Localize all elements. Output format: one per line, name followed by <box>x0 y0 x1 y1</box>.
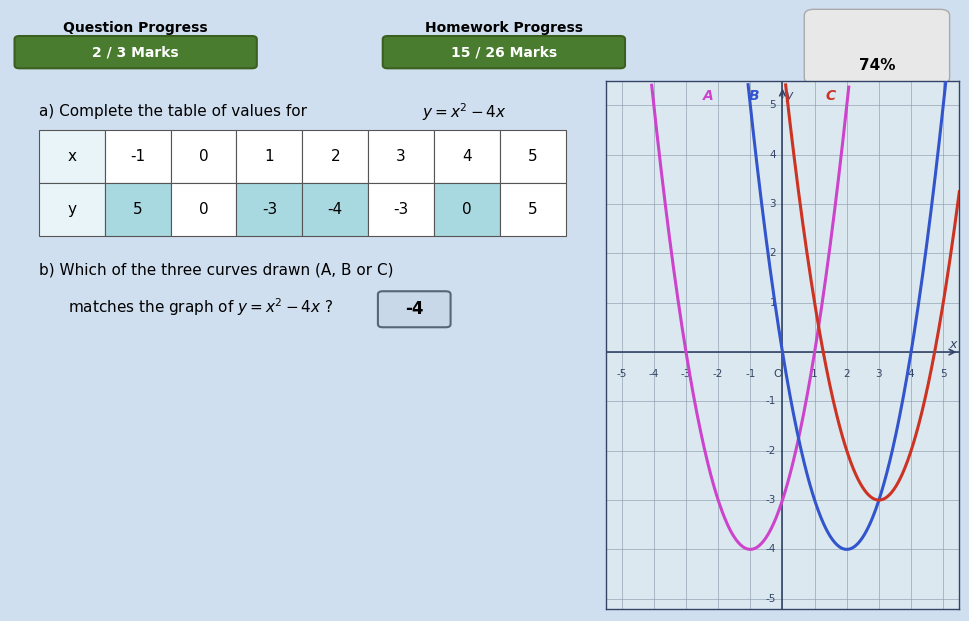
Bar <box>302 130 368 183</box>
Text: 3: 3 <box>876 369 882 379</box>
Text: x: x <box>67 149 77 165</box>
Bar <box>171 183 236 236</box>
Text: $y = x^2 - 4x$: $y = x^2 - 4x$ <box>422 101 506 122</box>
Text: -3: -3 <box>766 495 776 505</box>
Text: Question Progress: Question Progress <box>63 21 208 35</box>
Bar <box>368 130 434 183</box>
Text: y: y <box>67 202 77 217</box>
Bar <box>105 183 171 236</box>
Text: A: A <box>703 89 714 104</box>
Text: y: y <box>785 89 793 102</box>
FancyBboxPatch shape <box>15 36 257 68</box>
Bar <box>236 183 302 236</box>
FancyBboxPatch shape <box>378 291 451 327</box>
Bar <box>236 130 302 183</box>
Text: 0: 0 <box>199 149 208 165</box>
FancyBboxPatch shape <box>804 9 950 84</box>
Bar <box>105 130 171 183</box>
FancyBboxPatch shape <box>383 36 625 68</box>
Text: -1: -1 <box>130 149 145 165</box>
Text: -3: -3 <box>393 202 409 217</box>
Bar <box>434 183 500 236</box>
Bar <box>171 130 236 183</box>
Text: Homework Progress: Homework Progress <box>424 21 583 35</box>
Text: -1: -1 <box>766 396 776 406</box>
Text: -4: -4 <box>648 369 659 379</box>
Bar <box>368 183 434 236</box>
Text: a) Complete the table of values for: a) Complete the table of values for <box>39 104 312 119</box>
Text: -2: -2 <box>766 446 776 456</box>
Bar <box>302 183 368 236</box>
Text: -4: -4 <box>405 301 424 318</box>
Text: -2: -2 <box>713 369 723 379</box>
Text: -3: -3 <box>681 369 691 379</box>
Text: 1: 1 <box>811 369 818 379</box>
Bar <box>500 130 566 183</box>
Text: 5: 5 <box>940 369 947 379</box>
Text: 0: 0 <box>462 202 472 217</box>
Text: 15 / 26 Marks: 15 / 26 Marks <box>451 45 557 59</box>
Text: 2 / 3 Marks: 2 / 3 Marks <box>92 45 179 59</box>
Text: B: B <box>748 89 759 104</box>
Bar <box>434 130 500 183</box>
Text: 2: 2 <box>769 248 776 258</box>
Text: 3: 3 <box>769 199 776 209</box>
Text: -5: -5 <box>616 369 627 379</box>
Text: -4: -4 <box>766 545 776 555</box>
Text: -3: -3 <box>262 202 277 217</box>
Bar <box>39 130 105 183</box>
Bar <box>39 183 105 236</box>
Text: 0: 0 <box>199 202 208 217</box>
Text: 5: 5 <box>769 101 776 111</box>
Text: -4: -4 <box>328 202 343 217</box>
Text: 1: 1 <box>769 297 776 308</box>
Text: 1: 1 <box>265 149 274 165</box>
Text: 2: 2 <box>330 149 340 165</box>
Text: matches the graph of $y = x^2 - 4x$ ?: matches the graph of $y = x^2 - 4x$ ? <box>68 297 333 318</box>
Bar <box>500 183 566 236</box>
Text: -5: -5 <box>766 594 776 604</box>
Text: 4: 4 <box>908 369 915 379</box>
Text: 5: 5 <box>528 149 538 165</box>
Text: 3: 3 <box>396 149 406 165</box>
Text: b) Which of the three curves drawn (A, B or C): b) Which of the three curves drawn (A, B… <box>39 263 393 278</box>
Text: 5: 5 <box>528 202 538 217</box>
Text: 74%: 74% <box>859 58 895 73</box>
Text: O: O <box>773 369 782 379</box>
Text: 4: 4 <box>462 149 472 165</box>
Text: 5: 5 <box>133 202 142 217</box>
Text: -1: -1 <box>745 369 756 379</box>
Text: 4: 4 <box>769 150 776 160</box>
Text: C: C <box>826 89 835 104</box>
Text: 2: 2 <box>843 369 850 379</box>
Text: x: x <box>950 338 956 351</box>
